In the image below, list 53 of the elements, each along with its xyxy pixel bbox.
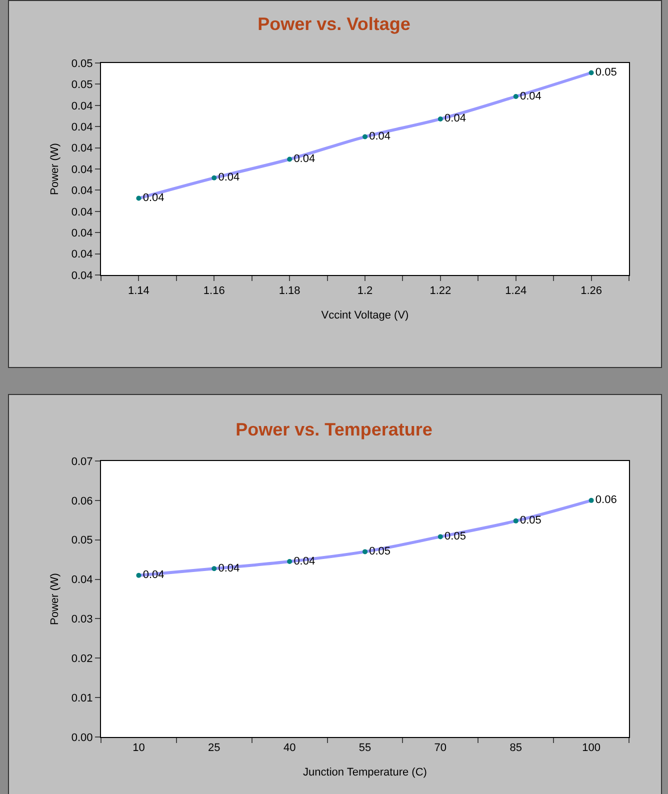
y-tick-label: 0.00 bbox=[71, 732, 93, 744]
y-axis-title: Power (W) bbox=[49, 143, 62, 195]
x-tick-label: 1.14 bbox=[128, 285, 150, 298]
x-axis-title: Junction Temperature (C) bbox=[303, 766, 427, 778]
x-tick-label: 70 bbox=[434, 742, 447, 754]
chart-title: Power vs. Voltage bbox=[258, 14, 410, 34]
x-tick-label: 55 bbox=[358, 742, 372, 754]
data-label: 0.04 bbox=[294, 153, 316, 165]
data-label: 0.05 bbox=[520, 514, 542, 527]
x-tick-label: 40 bbox=[283, 742, 296, 754]
y-tick-label: 0.05 bbox=[71, 79, 93, 92]
x-axis-title: Vccint Voltage (V) bbox=[321, 309, 409, 322]
y-tick-label: 0.02 bbox=[71, 652, 93, 665]
x-tick-label: 1.2 bbox=[357, 285, 373, 298]
y-tick-label: 0.05 bbox=[71, 534, 93, 547]
y-tick-label: 0.07 bbox=[71, 456, 93, 468]
chart-title: Power vs. Temperature bbox=[236, 419, 432, 440]
y-tick-label: 0.04 bbox=[71, 142, 93, 155]
x-tick-label: 1.18 bbox=[278, 285, 300, 298]
y-tick-label: 0.04 bbox=[71, 270, 93, 282]
data-label: 0.04 bbox=[369, 130, 391, 143]
y-tick-label: 0.04 bbox=[71, 164, 93, 176]
data-label: 0.05 bbox=[369, 545, 391, 558]
y-tick-label: 0.04 bbox=[71, 574, 93, 586]
x-tick-label: 85 bbox=[510, 742, 522, 754]
x-tick-label: 1.24 bbox=[505, 285, 527, 298]
x-tick-label: 100 bbox=[582, 742, 600, 754]
data-label: 0.04 bbox=[218, 562, 240, 574]
y-axis-title: Power (W) bbox=[49, 573, 62, 625]
data-label: 0.04 bbox=[142, 569, 164, 582]
x-tick-label: 1.22 bbox=[430, 285, 452, 298]
data-label: 0.04 bbox=[142, 192, 164, 204]
y-tick-label: 0.05 bbox=[71, 58, 93, 70]
y-tick-label: 0.04 bbox=[71, 248, 93, 261]
x-tick-label: 1.26 bbox=[580, 285, 602, 298]
x-tick-label: 1.16 bbox=[203, 285, 225, 298]
data-label: 0.05 bbox=[595, 66, 617, 78]
data-label: 0.04 bbox=[218, 172, 240, 184]
y-tick-label: 0.04 bbox=[71, 185, 93, 198]
y-tick-label: 0.04 bbox=[71, 227, 93, 240]
data-label: 0.06 bbox=[595, 494, 617, 506]
data-label: 0.04 bbox=[444, 112, 466, 125]
data-label: 0.05 bbox=[444, 530, 466, 542]
y-tick-label: 0.03 bbox=[71, 614, 93, 626]
data-label: 0.04 bbox=[520, 90, 542, 102]
y-tick-label: 0.01 bbox=[71, 692, 93, 704]
y-tick-label: 0.04 bbox=[71, 100, 93, 112]
x-tick-label: 25 bbox=[208, 742, 220, 754]
y-tick-label: 0.04 bbox=[71, 121, 93, 134]
x-tick-label: 10 bbox=[132, 742, 145, 754]
y-tick-label: 0.04 bbox=[71, 206, 93, 218]
data-label: 0.04 bbox=[294, 555, 316, 568]
y-tick-label: 0.06 bbox=[71, 495, 93, 508]
